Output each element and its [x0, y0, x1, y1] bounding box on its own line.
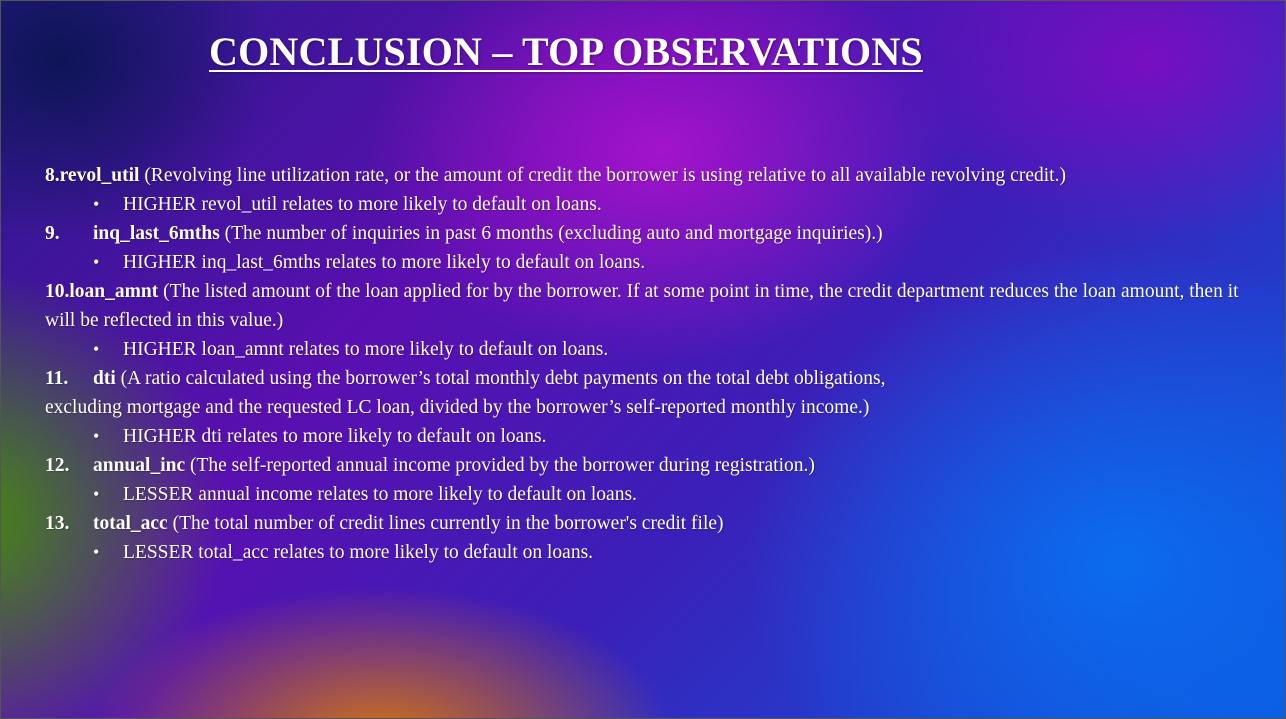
- observation-bullet: • LESSER annual income relates to more li…: [45, 480, 1245, 509]
- bullet-icon: •: [93, 484, 100, 504]
- item-description: (Revolving line utilization rate, or the…: [139, 165, 1066, 186]
- item-description: (The listed amount of the loan applied f…: [45, 281, 1239, 331]
- item-description: (A ratio calculated using the borrower’s…: [45, 368, 886, 418]
- item-key: dti: [93, 368, 116, 389]
- item-number: 10.: [45, 281, 70, 302]
- bullet-text: LESSER total_acc relates to more likely …: [123, 542, 594, 563]
- bullet-icon: •: [93, 339, 100, 359]
- observation-bullet: • HIGHER dti relates to more likely to de…: [45, 422, 1245, 451]
- bullet-icon: •: [93, 426, 100, 446]
- item-number: 13.: [45, 513, 70, 534]
- observation-bullet: • HIGHER revol_util relates to more likel…: [45, 190, 1245, 219]
- observation-item: 13. total_acc (The total number of credit…: [45, 509, 1245, 538]
- bullet-text: HIGHER dti relates to more likely to def…: [123, 426, 547, 447]
- observation-item: 10.loan_amnt (The listed amount of the l…: [45, 277, 1245, 335]
- item-description: (The number of inquiries in past 6 month…: [219, 223, 883, 244]
- bullet-text: LESSER annual income relates to more lik…: [123, 484, 637, 505]
- item-number: 11.: [45, 368, 69, 389]
- item-key: loan_amnt: [69, 281, 159, 302]
- bullet-icon: •: [93, 542, 100, 562]
- item-description: (The self-reported annual income provide…: [185, 455, 815, 476]
- item-key: annual_inc: [93, 455, 186, 476]
- bullet-icon: •: [93, 252, 100, 272]
- item-description: (The total number of credit lines curren…: [167, 513, 724, 534]
- item-key: revol_util: [59, 165, 140, 186]
- item-number: 9.: [45, 223, 60, 244]
- item-key: inq_last_6mths: [93, 223, 220, 244]
- observation-item: 11. dti (A ratio calculated using the bor…: [45, 364, 915, 422]
- bullet-text: HIGHER loan_amnt relates to more likely …: [123, 339, 609, 360]
- bullet-text: HIGHER revol_util relates to more likely…: [123, 194, 602, 215]
- bullet-text: HIGHER inq_last_6mths relates to more li…: [123, 252, 646, 273]
- observation-bullet: • HIGHER inq_last_6mths relates to more l…: [45, 248, 1245, 277]
- observation-bullet: • HIGHER loan_amnt relates to more likely…: [45, 335, 1245, 364]
- observations-list: 8.revol_util (Revolving line utilization…: [45, 161, 1245, 567]
- item-key: total_acc: [93, 513, 168, 534]
- slide-title: CONCLUSION – TOP OBSERVATIONS: [209, 29, 923, 74]
- item-number: 12.: [45, 455, 70, 476]
- bullet-icon: •: [93, 194, 100, 214]
- observation-item: 9. inq_last_6mths (The number of inquirie…: [45, 219, 1245, 248]
- observation-bullet: • LESSER total_acc relates to more likely…: [45, 538, 1245, 567]
- observation-item: 8.revol_util (Revolving line utilization…: [45, 161, 1245, 190]
- observation-item: 12. annual_inc (The self-reported annual …: [45, 451, 1245, 480]
- item-number: 8.: [45, 165, 60, 186]
